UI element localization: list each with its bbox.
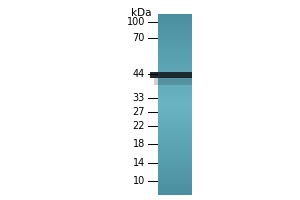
Bar: [154, 78, 192, 85]
Text: 33: 33: [133, 93, 145, 103]
Text: 70: 70: [133, 33, 145, 43]
Text: 18: 18: [133, 139, 145, 149]
Text: 44: 44: [133, 69, 145, 79]
Text: 14: 14: [133, 158, 145, 168]
Text: kDa: kDa: [131, 8, 152, 18]
Bar: [150, 72, 192, 78]
Text: 100: 100: [127, 17, 145, 27]
Text: 27: 27: [133, 107, 145, 117]
Text: 22: 22: [133, 121, 145, 131]
Text: 10: 10: [133, 176, 145, 186]
